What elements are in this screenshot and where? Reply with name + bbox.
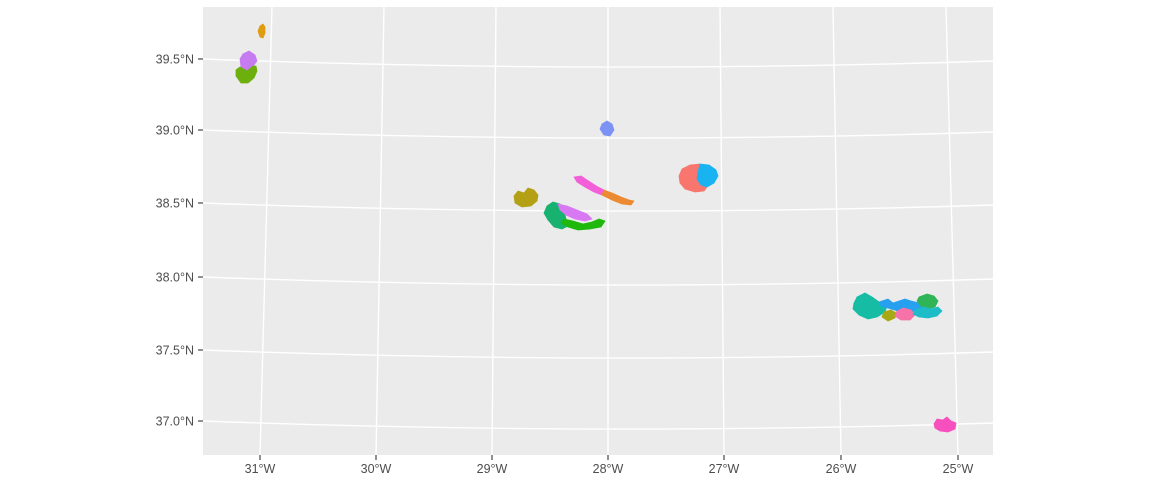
y-tick-label: 39.5°N — [156, 53, 194, 67]
sao-miguel-east-region — [912, 306, 943, 319]
sao-miguel-west-region — [852, 292, 888, 320]
pico-east-region — [560, 218, 606, 231]
islands-layer — [235, 23, 957, 433]
sao-jorge-east-region — [601, 189, 635, 206]
santa-maria-region — [933, 416, 957, 433]
x-tick-label: 26°W — [826, 462, 857, 476]
y-tick-label: 38.5°N — [156, 197, 194, 211]
graticule — [203, 7, 993, 455]
x-tick-label: 25°W — [943, 462, 974, 476]
graciosa-region — [599, 120, 615, 137]
parallel-gridline — [203, 349, 993, 359]
meridian-gridline — [719, 7, 725, 455]
y-tick-label: 37.0°N — [156, 415, 194, 429]
corvo-region — [257, 23, 266, 39]
x-tick-label: 28°W — [593, 462, 624, 476]
meridian-gridline — [259, 7, 273, 455]
y-tick-label: 39.0°N — [156, 124, 194, 138]
pico-middle-region — [557, 203, 593, 222]
y-tick-label: 37.5°N — [156, 344, 194, 358]
meridian-gridline — [375, 7, 385, 455]
parallel-gridline — [203, 420, 993, 430]
sao-miguel-south-small-region — [881, 309, 897, 322]
x-tick-label: 30°W — [361, 462, 392, 476]
plot-panel-background — [203, 7, 993, 455]
flores-south-region — [235, 65, 258, 84]
axis-labels: 31°W 30°W 29°W 28°W 27°W 26°W 25°W 39.5°N 39.0°N… — [156, 53, 974, 477]
axis-ticks — [198, 58, 959, 460]
y-tick-label: 38.0°N — [156, 271, 194, 285]
x-tick-label: 27°W — [709, 462, 740, 476]
terceira-east-region — [696, 163, 719, 188]
parallel-gridline — [203, 58, 993, 68]
faial-region — [513, 187, 539, 208]
x-tick-label: 29°W — [477, 462, 508, 476]
x-tick-label: 31°W — [245, 462, 276, 476]
parallel-gridline — [203, 202, 993, 212]
parallel-gridline — [203, 129, 993, 139]
meridian-gridline — [945, 7, 959, 455]
sao-miguel-south-pink-region — [894, 307, 916, 321]
meridian-gridline — [491, 7, 497, 455]
sao-miguel-northeast-region — [916, 293, 939, 310]
meridian-gridline — [832, 7, 842, 455]
parallel-gridline — [203, 276, 993, 286]
